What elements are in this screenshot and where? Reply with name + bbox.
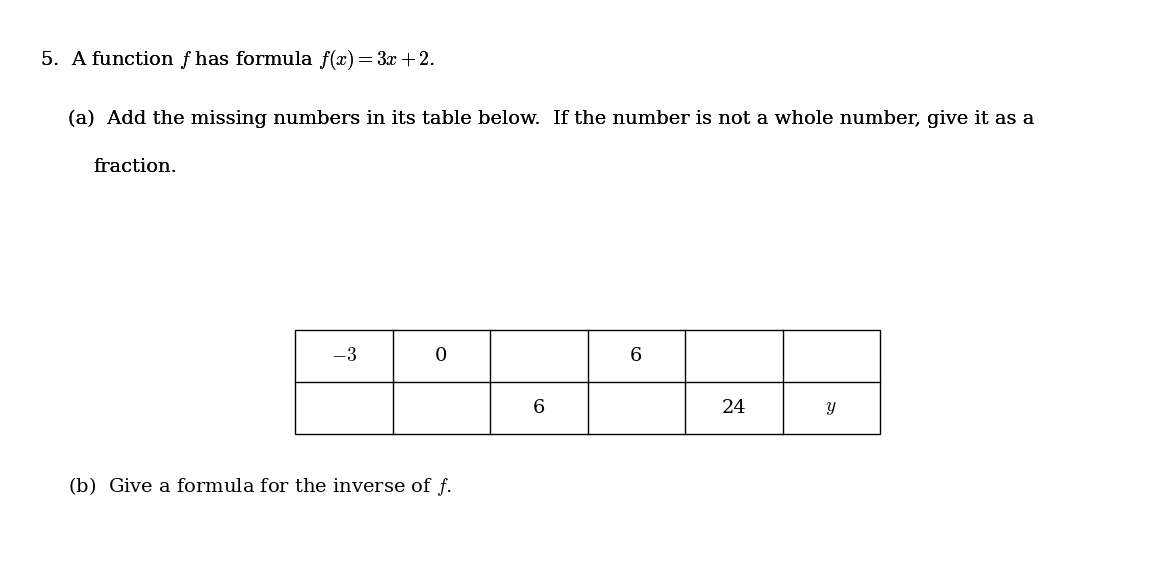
Bar	[295, 330, 880, 434]
Text: 6: 6	[532, 399, 545, 417]
Text: (a)  Add the missing numbers in its table below.  If the number is not a whole n: (a) Add the missing numbers in its table…	[68, 110, 1034, 128]
Text: $y$: $y$	[826, 399, 837, 417]
Text: 5.  A function $f$ has formula $f(x) = 3x + 2$.: 5. A function $f$ has formula $f(x) = 3x…	[40, 48, 435, 72]
Text: fraction.: fraction.	[92, 158, 177, 176]
Text: 6: 6	[631, 347, 642, 365]
Text: fraction.: fraction.	[92, 158, 177, 176]
Text: $-3$: $-3$	[331, 347, 357, 365]
Text: (a)  Add the missing numbers in its table below.  If the number is not a whole n: (a) Add the missing numbers in its table…	[68, 110, 1034, 128]
Text: (b)  Give a formula for the inverse of $f$.: (b) Give a formula for the inverse of $f…	[68, 475, 452, 498]
Text: 5.  A function $f$ has formula $f(x) = 3x + 2$.: 5. A function $f$ has formula $f(x) = 3x…	[40, 48, 435, 72]
Text: 0: 0	[435, 347, 447, 365]
Text: 24: 24	[722, 399, 746, 417]
